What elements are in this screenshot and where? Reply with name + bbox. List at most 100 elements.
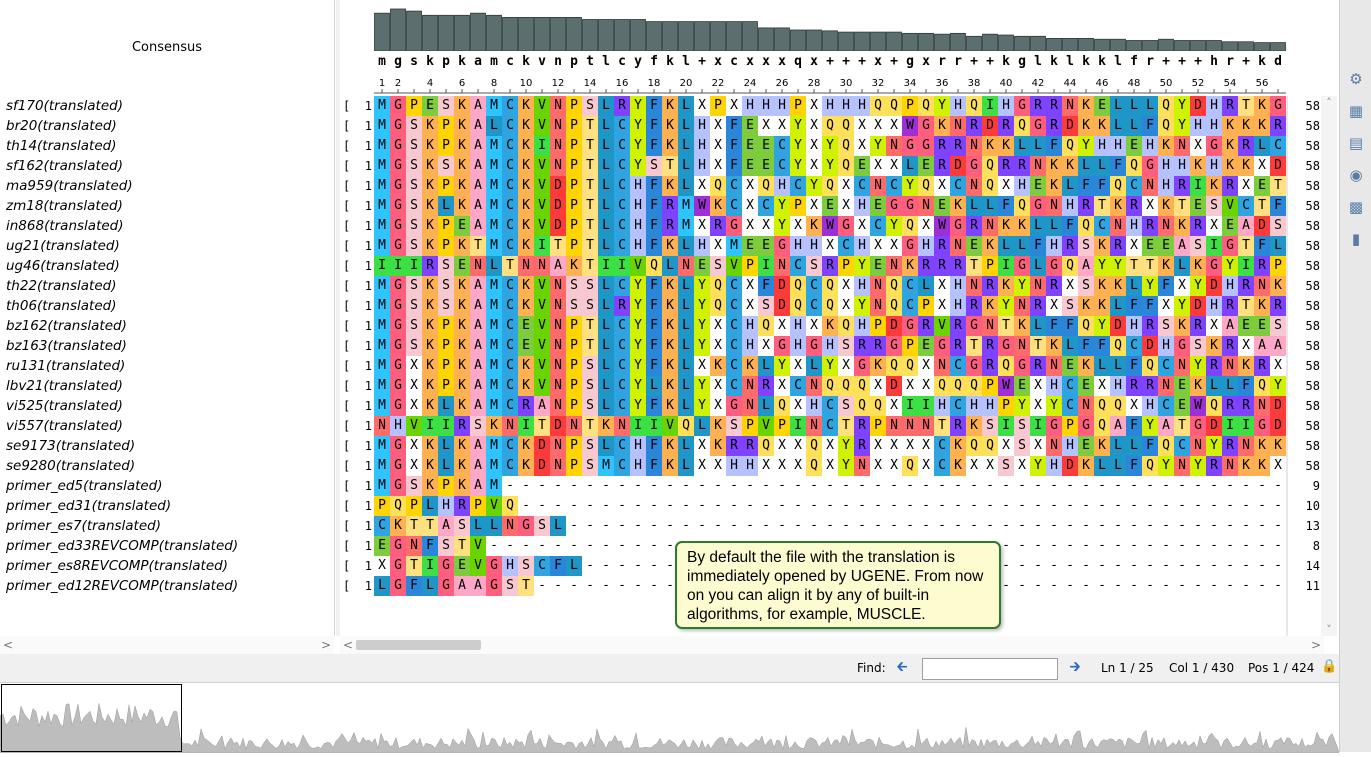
residue-cell[interactable]: Q [1014, 116, 1030, 136]
residue-cell[interactable]: T [582, 336, 598, 356]
residue-cell[interactable]: X [998, 176, 1014, 196]
residue-cell[interactable]: Y [774, 196, 790, 216]
residue-cell[interactable]: - [1046, 516, 1062, 536]
residue-cell[interactable]: K [662, 176, 678, 196]
residue-cell[interactable]: S [406, 276, 422, 296]
scroll-right-icon[interactable]: > [1310, 638, 1322, 652]
residue-cell[interactable]: E [918, 156, 934, 176]
residue-cell[interactable]: - [1190, 516, 1206, 536]
residue-cell[interactable]: K [1094, 116, 1110, 136]
layout-icon[interactable]: ▤ [1348, 134, 1364, 152]
residue-cell[interactable]: M [374, 356, 390, 376]
residue-cell[interactable]: L [646, 376, 662, 396]
residue-cell[interactable]: - [678, 516, 694, 536]
residue-cell[interactable]: F [646, 236, 662, 256]
residue-cell[interactable]: L [678, 176, 694, 196]
residue-cell[interactable]: M [374, 236, 390, 256]
residue-cell[interactable]: N [886, 416, 902, 436]
residue-cell[interactable]: L [550, 516, 566, 536]
residue-cell[interactable]: N [886, 256, 902, 276]
residue-cell[interactable]: G [390, 96, 406, 116]
residue-cell[interactable]: - [1142, 516, 1158, 536]
residue-cell[interactable]: Y [1190, 356, 1206, 376]
residue-cell[interactable]: D [1062, 116, 1078, 136]
residue-cell[interactable]: N [886, 136, 902, 156]
residue-cell[interactable]: C [726, 176, 742, 196]
residue-cell[interactable]: X [838, 196, 854, 216]
residue-cell[interactable]: I [902, 396, 918, 416]
residue-cell[interactable]: K [1222, 136, 1238, 156]
residue-cell[interactable]: Q [886, 276, 902, 296]
residue-cell[interactable]: L [678, 236, 694, 256]
residue-cell[interactable]: D [1142, 336, 1158, 356]
residue-cell[interactable]: G [774, 336, 790, 356]
sequence-name[interactable]: sf170(translated) [6, 98, 123, 114]
residue-cell[interactable]: D [1206, 416, 1222, 436]
sequence-name[interactable]: se9280(translated) [6, 458, 136, 474]
residue-cell[interactable]: S [406, 336, 422, 356]
residue-cell[interactable]: M [486, 176, 502, 196]
residue-cell[interactable]: F [1078, 336, 1094, 356]
residue-cell[interactable]: - [1158, 576, 1174, 596]
residue-cell[interactable]: G [390, 236, 406, 256]
residue-cell[interactable]: - [598, 576, 614, 596]
residue-cell[interactable]: I [534, 236, 550, 256]
residue-cell[interactable]: E [1094, 96, 1110, 116]
residue-cell[interactable]: Y [1190, 276, 1206, 296]
residue-cell[interactable]: N [1238, 436, 1254, 456]
residue-cell[interactable]: Q [758, 176, 774, 196]
residue-cell[interactable]: - [822, 496, 838, 516]
residue-cell[interactable]: Y [630, 296, 646, 316]
residue-cell[interactable]: P [902, 336, 918, 356]
residue-cell[interactable]: - [1110, 536, 1126, 556]
residue-cell[interactable]: R [1126, 196, 1142, 216]
residue-cell[interactable]: N [550, 96, 566, 116]
residue-cell[interactable]: F [1094, 176, 1110, 196]
residue-cell[interactable]: K [1094, 236, 1110, 256]
residue-cell[interactable]: Y [630, 116, 646, 136]
lock-icon[interactable]: 🔒 [1321, 659, 1338, 674]
residue-cell[interactable]: A [550, 256, 566, 276]
residue-cell[interactable]: C [1158, 396, 1174, 416]
residue-cell[interactable]: G [1046, 256, 1062, 276]
residue-cell[interactable]: L [486, 256, 502, 276]
residue-cell[interactable]: A [1254, 336, 1270, 356]
residue-cell[interactable]: X [1030, 376, 1046, 396]
residue-cell[interactable]: V [534, 156, 550, 176]
residue-cell[interactable]: L [1206, 376, 1222, 396]
residue-cell[interactable]: L [678, 376, 694, 396]
residue-cell[interactable]: S [438, 96, 454, 116]
residue-cell[interactable]: L [1254, 136, 1270, 156]
residue-cell[interactable]: D [1110, 316, 1126, 336]
residue-cell[interactable]: Q [838, 376, 854, 396]
residue-cell[interactable]: E [918, 336, 934, 356]
residue-cell[interactable]: - [822, 516, 838, 536]
residue-cell[interactable]: - [1238, 536, 1254, 556]
residue-cell[interactable]: C [726, 296, 742, 316]
residue-cell[interactable]: V [534, 316, 550, 336]
residue-cell[interactable]: H [1206, 296, 1222, 316]
residue-cell[interactable]: K [454, 436, 470, 456]
residue-cell[interactable]: R [1142, 216, 1158, 236]
residue-cell[interactable]: C [614, 176, 630, 196]
residue-cell[interactable]: - [1238, 496, 1254, 516]
residue-cell[interactable]: K [454, 456, 470, 476]
residue-cell[interactable]: N [1014, 336, 1030, 356]
residue-cell[interactable]: - [1046, 536, 1062, 556]
residue-cell[interactable]: Q [758, 436, 774, 456]
residue-cell[interactable]: A [470, 576, 486, 596]
residue-cell[interactable]: D [1270, 156, 1286, 176]
residue-cell[interactable]: - [790, 476, 806, 496]
residue-cell[interactable]: K [518, 376, 534, 396]
residue-cell[interactable]: R [950, 136, 966, 156]
residue-cell[interactable]: Y [1046, 396, 1062, 416]
residue-cell[interactable]: X [694, 436, 710, 456]
residue-cell[interactable]: K [518, 296, 534, 316]
residue-cell[interactable]: S [582, 276, 598, 296]
residue-cell[interactable]: Y [838, 436, 854, 456]
residue-cell[interactable]: T [582, 316, 598, 336]
residue-cell[interactable]: Q [870, 396, 886, 416]
residue-cell[interactable]: V [534, 176, 550, 196]
residue-cell[interactable]: - [1158, 556, 1174, 576]
